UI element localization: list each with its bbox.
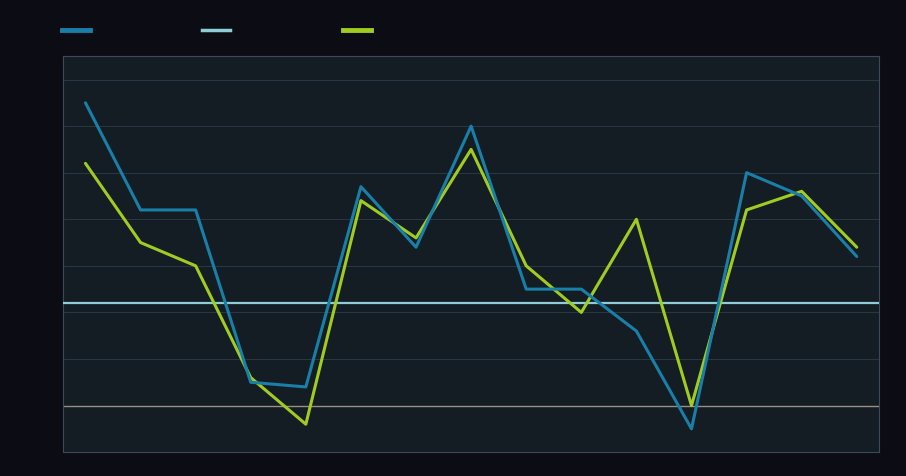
Legend: , , : , , <box>63 25 372 39</box>
